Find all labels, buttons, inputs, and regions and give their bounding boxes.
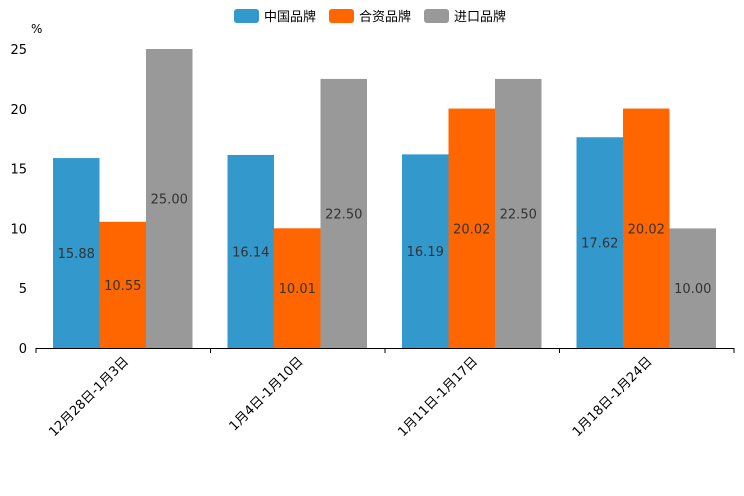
bars [53, 49, 716, 349]
data-label: 10.00 [674, 282, 711, 297]
y-axis-unit-label: % [31, 22, 42, 36]
bar-3-1 [146, 49, 193, 348]
bar-2-1 [99, 221, 146, 348]
bar-3-4 [669, 228, 716, 348]
y-tick-label: 15 [10, 163, 27, 178]
data-label: 20.02 [628, 222, 665, 237]
bar-2-3 [448, 108, 495, 349]
data-label: 17.62 [581, 237, 618, 252]
data-label: 16.19 [407, 245, 444, 260]
legend-label[interactable]: 中国品牌 [264, 9, 316, 25]
bar-2-4 [623, 108, 670, 349]
data-label: 25.00 [151, 193, 188, 208]
x-category-label: 1月4日-1月10日 [227, 354, 307, 434]
legend-label[interactable]: 合资品牌 [359, 9, 411, 25]
y-tick-label: 0 [19, 342, 27, 357]
bar-1-1 [53, 158, 100, 348]
y-tick-label: 20 [10, 103, 27, 118]
y-axis: 0 5 10 15 20 25 [10, 43, 27, 357]
bar-1-2 [227, 154, 274, 348]
legend: 中国品牌 合资品牌 进口品牌 [234, 9, 506, 25]
y-tick-label: 5 [19, 282, 27, 297]
bar-3-2 [320, 78, 367, 349]
legend-swatch[interactable] [234, 9, 259, 23]
legend-swatch[interactable] [424, 9, 449, 23]
data-label: 22.50 [500, 207, 537, 222]
y-tick-label: 25 [10, 43, 27, 58]
data-label: 16.14 [232, 245, 269, 260]
x-category-label: 1月11日-1月17日 [395, 354, 481, 440]
data-label: 20.02 [453, 222, 490, 237]
legend-label[interactable]: 进口品牌 [454, 9, 506, 25]
x-category-label: 12月28日-1月3日 [46, 354, 132, 440]
legend-swatch[interactable] [329, 9, 354, 23]
x-axis: 12月28日-1月3日 1月4日-1月10日 1月11日-1月17日 1月18日-1月… [35, 348, 735, 440]
data-label: 10.55 [104, 279, 141, 294]
bar-1-4 [576, 137, 623, 348]
data-label: 22.50 [325, 207, 362, 222]
x-category-label: 1月18日-1月24日 [570, 354, 656, 440]
bar-2-2 [274, 228, 321, 348]
data-label: 10.01 [279, 282, 316, 297]
data-label: 15.88 [58, 247, 95, 262]
bar-1-3 [402, 154, 449, 348]
bar-3-3 [495, 78, 542, 349]
data-labels: 15.88 16.14 16.19 17.62 10.55 10.01 20.02 20.02… [58, 193, 712, 298]
y-tick-label: 10 [10, 222, 27, 237]
